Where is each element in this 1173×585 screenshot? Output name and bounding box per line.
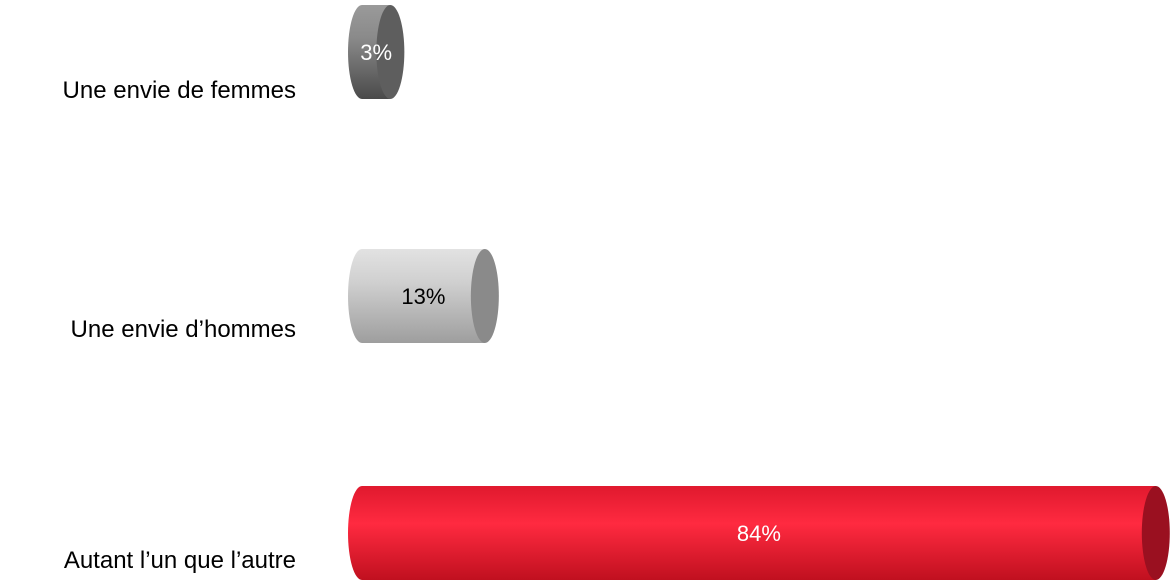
value-label-2: 13% bbox=[401, 284, 445, 309]
bar-cap-2 bbox=[470, 249, 499, 343]
bar-cap-1 bbox=[376, 5, 405, 99]
value-label-3: 84% bbox=[737, 521, 781, 546]
bar-1 bbox=[348, 5, 405, 99]
bar-body-3 bbox=[348, 486, 1156, 580]
category-label-2: Une envie d’hommes bbox=[71, 316, 296, 343]
bar-2 bbox=[348, 249, 499, 343]
value-label-1: 3% bbox=[360, 40, 392, 65]
category-label-3: Autant l’un que l’autre bbox=[64, 547, 296, 574]
labels-group: 3% Une envie de femmes 13% Une envie d’homm… bbox=[63, 40, 781, 574]
bars-group bbox=[348, 5, 1170, 580]
bar-3 bbox=[348, 486, 1170, 580]
category-label-1: Une envie de femmes bbox=[63, 77, 296, 104]
bar-cap-3 bbox=[1141, 486, 1170, 580]
bar-body-2 bbox=[348, 249, 485, 343]
